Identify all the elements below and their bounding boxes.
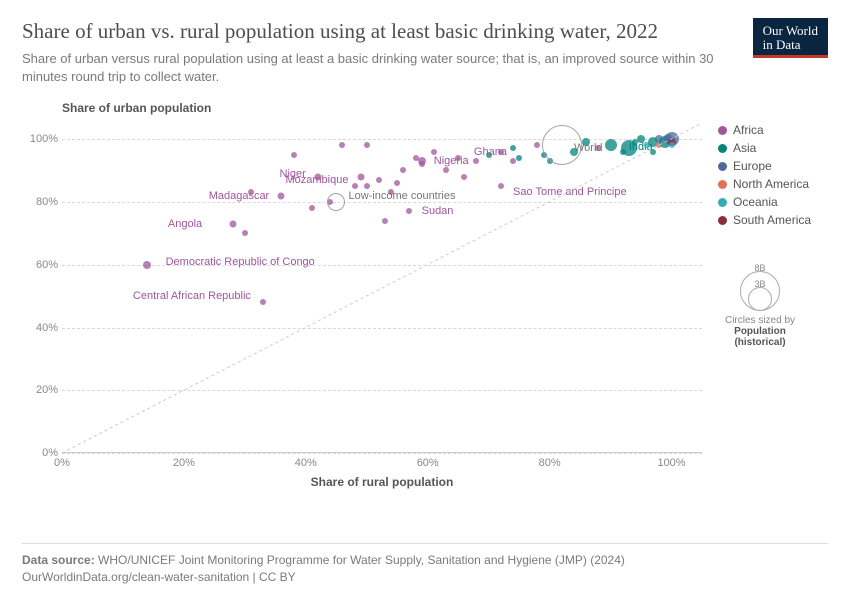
x-tick: 20% bbox=[173, 457, 195, 469]
footer: Data source: WHO/UNICEF Joint Monitoring… bbox=[22, 543, 828, 586]
size-legend: 8B 3B Circles sized by Population (histo… bbox=[710, 265, 810, 348]
data-point[interactable] bbox=[364, 183, 370, 189]
header: Our World in Data Share of urban vs. rur… bbox=[22, 18, 828, 85]
legend-swatch bbox=[718, 162, 727, 171]
data-point[interactable] bbox=[406, 208, 412, 214]
data-point[interactable] bbox=[352, 183, 358, 189]
data-point[interactable] bbox=[605, 139, 617, 151]
legend-swatch bbox=[718, 180, 727, 189]
data-point[interactable] bbox=[534, 142, 540, 148]
chart-subtitle: Share of urban versus rural population u… bbox=[22, 50, 722, 85]
x-tick: 40% bbox=[295, 457, 317, 469]
y-tick: 80% bbox=[24, 196, 58, 208]
size-caption1: Circles sized by bbox=[710, 315, 810, 326]
point-label: Low-income countries bbox=[348, 190, 455, 202]
legend-swatch bbox=[718, 144, 727, 153]
legend-swatch bbox=[718, 198, 727, 207]
data-point[interactable] bbox=[400, 167, 406, 173]
legend-label: Europe bbox=[733, 159, 772, 173]
chart-title: Share of urban vs. rural population usin… bbox=[22, 18, 662, 44]
data-point[interactable] bbox=[382, 218, 388, 224]
point-label: Mozambique bbox=[285, 174, 348, 186]
owid-logo: Our World in Data bbox=[753, 18, 828, 58]
data-point[interactable] bbox=[339, 142, 345, 148]
point-label: Nigeria bbox=[434, 155, 469, 167]
data-point[interactable] bbox=[510, 158, 516, 164]
legend-label: North America bbox=[733, 177, 809, 191]
data-point[interactable] bbox=[260, 299, 266, 305]
y-axis-label: Share of urban population bbox=[62, 101, 211, 115]
data-point[interactable] bbox=[278, 192, 285, 199]
point-label: Madagascar bbox=[209, 190, 270, 202]
source-text: WHO/UNICEF Joint Monitoring Programme fo… bbox=[98, 553, 625, 567]
data-point[interactable] bbox=[637, 135, 645, 143]
legend-item[interactable]: Asia bbox=[718, 141, 828, 155]
x-tick: 0% bbox=[54, 457, 70, 469]
point-label: Sudan bbox=[422, 205, 454, 217]
data-point[interactable] bbox=[388, 189, 394, 195]
legend-label: Africa bbox=[733, 123, 764, 137]
data-point[interactable] bbox=[650, 149, 656, 155]
legend-label: Asia bbox=[733, 141, 756, 155]
size-caption2: Population (historical) bbox=[710, 326, 810, 348]
data-point[interactable] bbox=[455, 155, 461, 161]
legend-item[interactable]: Oceania bbox=[718, 195, 828, 209]
data-point[interactable] bbox=[669, 142, 675, 148]
logo-line2: in Data bbox=[763, 37, 801, 52]
data-point[interactable] bbox=[516, 155, 522, 161]
data-point[interactable] bbox=[461, 174, 467, 180]
legend-swatch bbox=[718, 216, 727, 225]
data-point[interactable] bbox=[394, 180, 400, 186]
data-point[interactable] bbox=[498, 183, 504, 189]
grid-line bbox=[62, 453, 702, 454]
point-label: Democratic Republic of Congo bbox=[166, 256, 315, 268]
chart-area: Share of urban population 0% 20% 40% 60% 80%… bbox=[22, 95, 828, 495]
source-label: Data source: bbox=[22, 553, 95, 567]
data-point[interactable] bbox=[242, 230, 248, 236]
data-point[interactable] bbox=[376, 177, 382, 183]
size-small-label: 3B bbox=[754, 279, 765, 289]
data-point[interactable] bbox=[309, 205, 315, 211]
y-tick: 60% bbox=[24, 259, 58, 271]
data-point[interactable] bbox=[229, 220, 236, 227]
data-point[interactable] bbox=[431, 149, 437, 155]
y-tick: 40% bbox=[24, 322, 58, 334]
legend-swatch bbox=[718, 126, 727, 135]
data-point[interactable] bbox=[357, 173, 364, 180]
legend-item[interactable]: Africa bbox=[718, 123, 828, 137]
data-point[interactable] bbox=[570, 148, 578, 156]
legend-label: South America bbox=[733, 213, 811, 227]
y-tick: 0% bbox=[24, 447, 58, 459]
legend-item[interactable]: North America bbox=[718, 177, 828, 191]
legend-item[interactable]: Europe bbox=[718, 159, 828, 173]
data-point[interactable] bbox=[291, 152, 297, 158]
x-tick: 60% bbox=[417, 457, 439, 469]
x-axis-label: Share of rural population bbox=[62, 475, 702, 489]
y-tick: 100% bbox=[24, 133, 58, 145]
data-point[interactable] bbox=[364, 142, 370, 148]
attribution: OurWorldinData.org/clean-water-sanitatio… bbox=[22, 570, 296, 584]
data-point[interactable] bbox=[327, 193, 345, 211]
legend-label: Oceania bbox=[733, 195, 778, 209]
point-label: Ghana bbox=[474, 146, 507, 158]
legend-item[interactable]: South America bbox=[718, 213, 828, 227]
x-tick: 100% bbox=[657, 457, 685, 469]
data-point[interactable] bbox=[595, 145, 601, 151]
y-tick: 20% bbox=[24, 384, 58, 396]
x-tick: 80% bbox=[539, 457, 561, 469]
data-point[interactable] bbox=[510, 145, 516, 151]
data-point[interactable] bbox=[443, 167, 449, 173]
legend: Africa Asia Europe North America Oceania Sout… bbox=[718, 123, 828, 231]
point-label: Angola bbox=[168, 218, 202, 230]
data-point[interactable] bbox=[582, 138, 590, 146]
point-label: Central African Republic bbox=[133, 290, 251, 302]
point-label: Sao Tome and Principe bbox=[513, 186, 627, 198]
data-point[interactable] bbox=[143, 261, 151, 269]
plot-region: Democratic Republic of Congo Angola Centra… bbox=[62, 123, 702, 453]
data-point[interactable] bbox=[419, 161, 425, 167]
data-point[interactable] bbox=[473, 158, 479, 164]
size-big-label: 8B bbox=[754, 263, 765, 273]
